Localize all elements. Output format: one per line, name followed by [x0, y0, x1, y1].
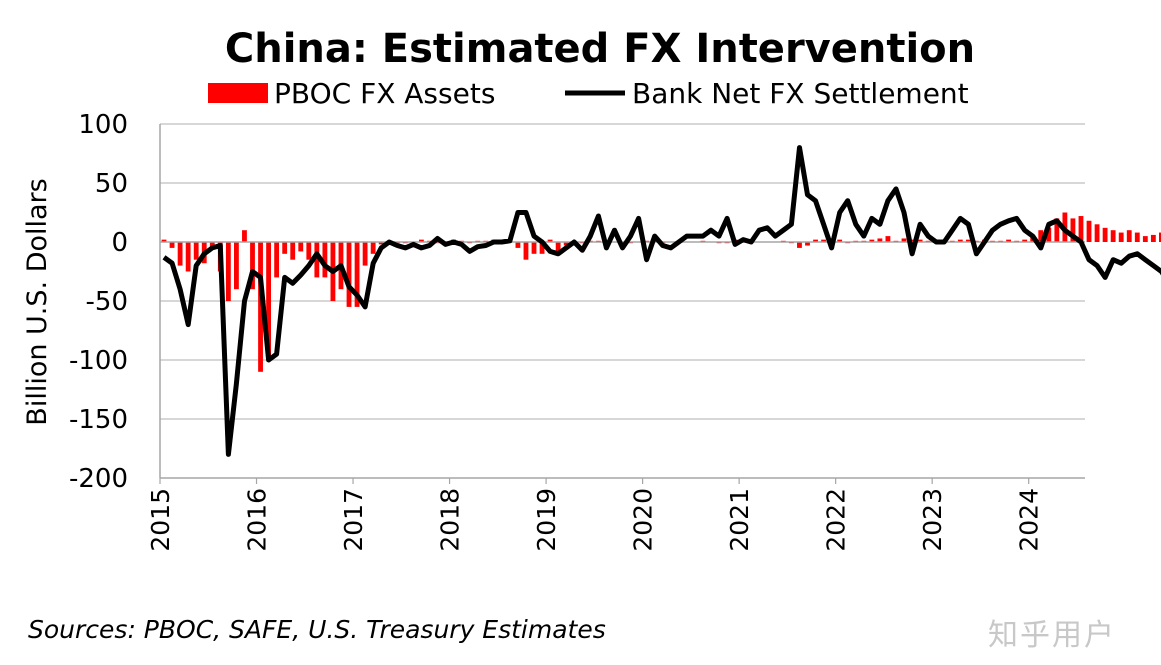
bar	[298, 242, 304, 252]
bar	[563, 242, 569, 246]
bar	[869, 239, 875, 242]
gridlines	[160, 123, 1085, 420]
bar	[555, 242, 561, 252]
bar	[917, 239, 923, 242]
bar	[1070, 218, 1076, 242]
bar	[282, 242, 288, 254]
x-tick-label: 2016	[243, 488, 272, 552]
bar	[1038, 230, 1044, 242]
bar	[965, 239, 971, 242]
x-tick-label: 2017	[339, 488, 368, 552]
y-tick-label: 50	[95, 169, 128, 199]
bar	[169, 242, 175, 248]
bar	[290, 242, 296, 260]
bar	[306, 242, 312, 260]
y-tick-labels: 100 50 0 -50 -100 -150 -200	[69, 110, 128, 494]
bar	[1126, 230, 1132, 242]
y-tick-label: 100	[78, 110, 128, 140]
x-tick-label: 2021	[725, 488, 754, 552]
bar	[821, 239, 826, 242]
y-tick-label: -150	[69, 405, 128, 435]
bar	[539, 242, 545, 254]
bar	[547, 239, 553, 242]
bar	[185, 242, 191, 272]
bar	[266, 242, 271, 360]
bar	[1086, 220, 1092, 242]
bar	[1046, 227, 1052, 242]
bar	[1110, 230, 1116, 242]
bar	[515, 242, 521, 248]
bar	[322, 242, 328, 278]
legend-label-bank-net-fx-settlement: Bank Net FX Settlement	[632, 77, 969, 110]
bar	[161, 239, 167, 242]
legend: PBOC FX Assets Bank Net FX Settlement	[208, 77, 969, 110]
bar	[225, 242, 231, 301]
bar	[354, 242, 360, 307]
bar	[1078, 216, 1084, 242]
y-tick-label: -100	[69, 346, 128, 376]
bank-net-fx-settlement-line	[162, 145, 1161, 457]
bar	[362, 242, 368, 266]
bar	[813, 239, 818, 242]
legend-label-pboc-fx-assets: PBOC FX Assets	[274, 77, 495, 110]
bar	[877, 238, 883, 242]
bar	[1159, 232, 1161, 242]
x-tick-label: 2018	[436, 488, 465, 552]
x-tick-label: 2015	[146, 488, 175, 552]
chart-title: China: Estimated FX Intervention	[225, 26, 975, 72]
y-tick-label: -50	[86, 287, 128, 317]
x-tick-label: 2023	[918, 488, 947, 552]
x-tick-label: 2019	[532, 488, 561, 552]
bar	[1134, 232, 1140, 242]
bar	[837, 239, 843, 242]
y-tick-label: 0	[111, 228, 128, 258]
bar	[523, 242, 529, 260]
bar	[1006, 239, 1011, 242]
bar	[531, 242, 537, 254]
bar	[957, 239, 963, 242]
bar	[378, 242, 384, 245]
bar	[1094, 224, 1100, 242]
bar	[1022, 239, 1028, 242]
legend-swatch-pboc-fx-assets	[208, 83, 268, 103]
bar	[177, 242, 183, 266]
bar	[242, 230, 247, 242]
bar	[885, 236, 891, 242]
y-tick-label: -200	[69, 464, 128, 494]
bar	[234, 242, 239, 290]
bar	[1102, 227, 1108, 242]
bar	[805, 242, 810, 246]
x-tick-label: 2020	[629, 488, 658, 552]
x-tick-label: 2024	[1015, 488, 1044, 552]
y-axis-label: Billion U.S. Dollars	[22, 178, 53, 425]
bar	[901, 238, 907, 242]
bar	[419, 239, 424, 242]
bar	[370, 242, 376, 254]
bar	[1054, 218, 1060, 242]
pboc-fx-assets-bars	[161, 212, 1161, 372]
bar	[258, 242, 263, 372]
bar	[346, 242, 352, 307]
bar	[1142, 236, 1148, 242]
bar	[209, 242, 215, 248]
x-tick-labels: 2015 2016 2017 2018 2019 2020 2021 2022 2023 2024	[146, 478, 1044, 552]
bar	[1150, 234, 1156, 242]
bar	[314, 242, 320, 278]
bar	[250, 242, 255, 290]
source-note: Sources: PBOC, SAFE, U.S. Treasury Estim…	[28, 615, 606, 644]
watermark: 知乎用户	[988, 618, 1116, 653]
bar	[797, 242, 802, 248]
bar	[1118, 232, 1124, 242]
x-tick-label: 2022	[822, 488, 851, 552]
bar	[274, 242, 280, 278]
bar	[193, 242, 199, 260]
